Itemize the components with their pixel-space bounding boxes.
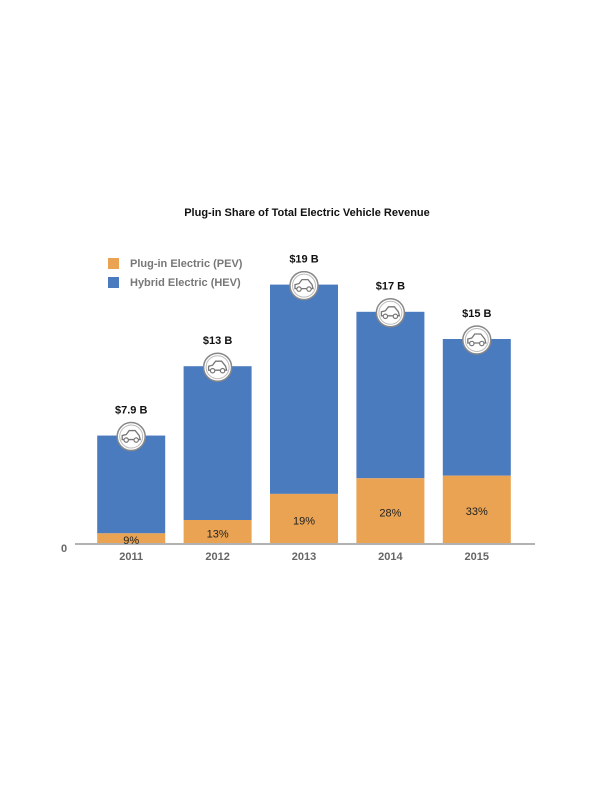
legend-label: Hybrid Electric (HEV) bbox=[130, 277, 241, 289]
car-wheel bbox=[306, 286, 312, 292]
car-icon bbox=[116, 421, 146, 452]
share-label: 19% bbox=[293, 515, 315, 527]
car-wheel bbox=[478, 340, 485, 347]
pev-segment bbox=[270, 493, 338, 543]
chart-title: Plug-in Share of Total Electric Vehicle … bbox=[184, 207, 430, 219]
legend-swatch bbox=[108, 258, 119, 269]
legend-label: Plug-in Electric (PEV) bbox=[130, 258, 243, 270]
hev-segment bbox=[97, 435, 166, 534]
car-body bbox=[380, 306, 401, 317]
car-icon bbox=[375, 298, 406, 328]
car-body bbox=[467, 333, 487, 344]
hev-segment bbox=[270, 284, 338, 494]
pev-segment bbox=[442, 475, 511, 543]
car-wheel bbox=[209, 367, 216, 374]
car-icon bbox=[202, 352, 233, 382]
car-body bbox=[294, 278, 314, 290]
car-wheel bbox=[296, 286, 302, 292]
pev-segment bbox=[183, 520, 252, 543]
y-tick-label: 0 bbox=[61, 543, 67, 555]
x-tick-label: 2011 bbox=[119, 551, 143, 563]
share-label: 33% bbox=[466, 506, 488, 518]
car-body bbox=[121, 429, 142, 441]
car-body bbox=[207, 360, 228, 371]
x-tick-label: 2014 bbox=[378, 551, 403, 563]
car-wheel bbox=[133, 437, 140, 443]
x-tick-label: 2012 bbox=[205, 551, 229, 563]
x-tick-label: 2015 bbox=[465, 551, 489, 563]
car-wheel bbox=[468, 340, 475, 347]
total-label: $17 B bbox=[376, 281, 405, 293]
hev-segment bbox=[442, 339, 511, 476]
legend-swatch bbox=[108, 277, 119, 288]
share-label: 13% bbox=[207, 528, 229, 540]
share-label: 9% bbox=[123, 535, 139, 547]
car-icon bbox=[289, 270, 319, 301]
car-wheel bbox=[392, 313, 399, 320]
car-wheel bbox=[123, 437, 130, 443]
x-tick-label: 2013 bbox=[292, 551, 316, 563]
total-label: $15 B bbox=[462, 308, 491, 320]
car-wheel bbox=[382, 313, 389, 320]
total-label: $13 B bbox=[203, 335, 232, 347]
pev-segment bbox=[97, 533, 166, 543]
car-wheel bbox=[219, 367, 226, 374]
total-label: $19 B bbox=[289, 254, 318, 266]
share-label: 28% bbox=[379, 508, 401, 520]
total-label: $7.9 B bbox=[115, 404, 147, 416]
hev-segment bbox=[183, 366, 252, 521]
pev-segment bbox=[356, 478, 425, 543]
car-icon bbox=[462, 325, 492, 355]
hev-segment bbox=[356, 311, 425, 479]
